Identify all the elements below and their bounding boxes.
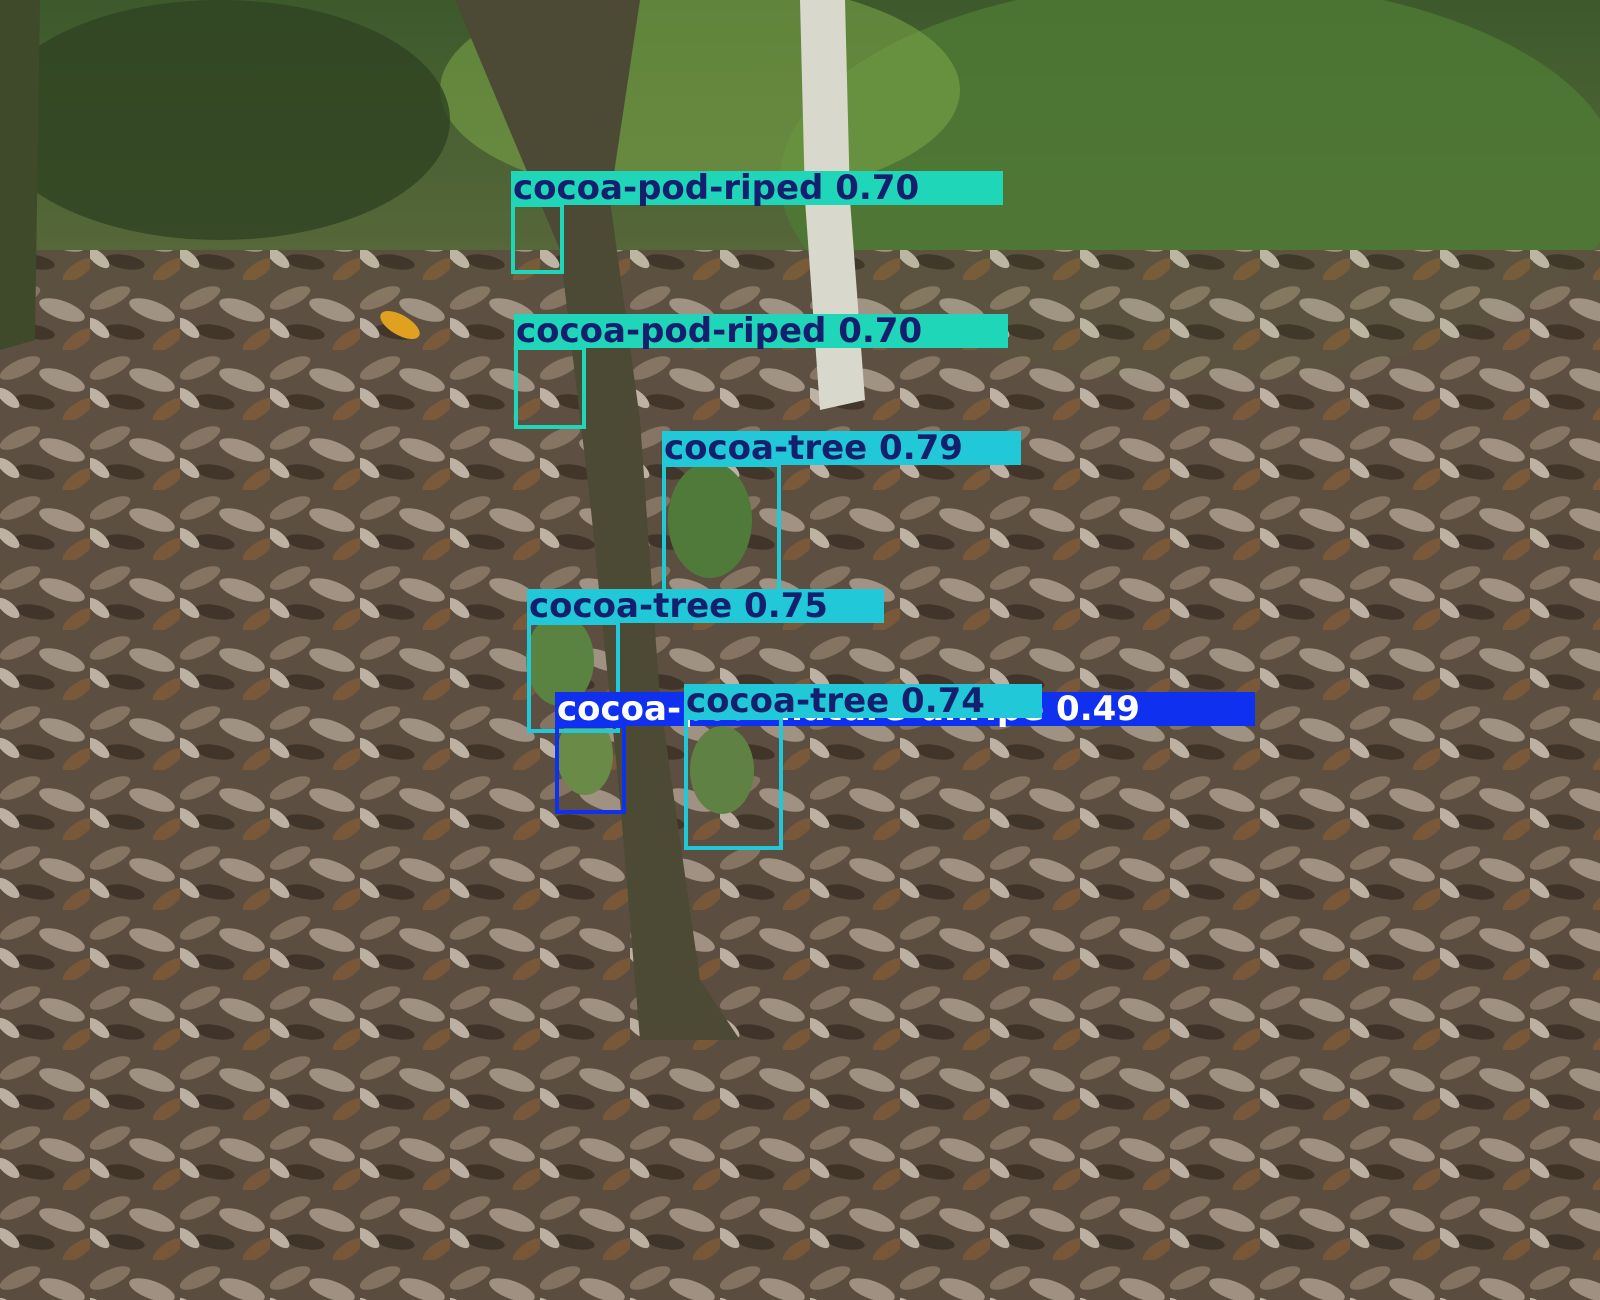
left-trunk xyxy=(0,0,40,350)
detection-label: cocoa-pod-riped 0.70 xyxy=(513,168,919,208)
detection-label-background xyxy=(684,684,1042,718)
leaf-litter xyxy=(0,250,1600,1300)
cocoa-pod xyxy=(557,715,613,795)
detections-layer: cocoa-pod-riped 0.70 cocoa-pod-riped 0.70… xyxy=(511,168,1255,850)
detection-label-background xyxy=(511,171,1003,205)
detection-label: cocoa-tree 0.79 xyxy=(664,428,963,468)
detection-label: cocoa-pod-riped 0.70 xyxy=(516,311,922,351)
cocoa-trunk xyxy=(455,0,740,1040)
cocoa-pod xyxy=(526,614,594,706)
shaded-foliage xyxy=(0,0,450,240)
detection-label: cocoa-tree 0.75 xyxy=(529,586,828,626)
detection-label-background xyxy=(527,589,884,623)
detection-label-background xyxy=(514,314,1008,348)
detection-cocoa-tree: cocoa-tree 0.79 xyxy=(662,428,1021,594)
detection-cocoa-pod-riped: cocoa-pod-riped 0.70 xyxy=(514,311,1008,429)
detection-cocoa-pod-riped: cocoa-pod-riped 0.70 xyxy=(511,168,1003,274)
cocoa-pod xyxy=(690,726,754,814)
detection-label-background xyxy=(662,431,1021,465)
cocoa-pod xyxy=(668,462,752,578)
detection-label: cocoa-tree 0.74 xyxy=(686,681,985,721)
detection-cocoa-tree: cocoa-tree 0.75 xyxy=(527,586,884,733)
fallen-pod xyxy=(380,311,420,339)
detection-cocoa-tree: cocoa-tree 0.74 xyxy=(684,681,1042,850)
